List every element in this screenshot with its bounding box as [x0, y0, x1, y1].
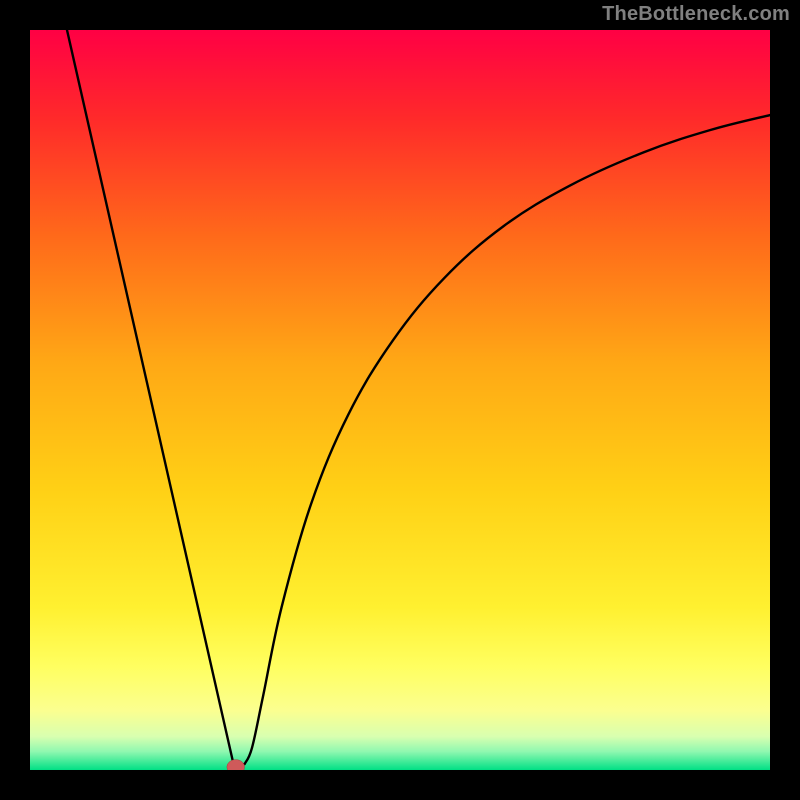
watermark-text: TheBottleneck.com: [602, 3, 790, 26]
chart-svg: [30, 30, 770, 770]
chart-background: [30, 30, 770, 770]
bottleneck-chart: [30, 30, 770, 770]
